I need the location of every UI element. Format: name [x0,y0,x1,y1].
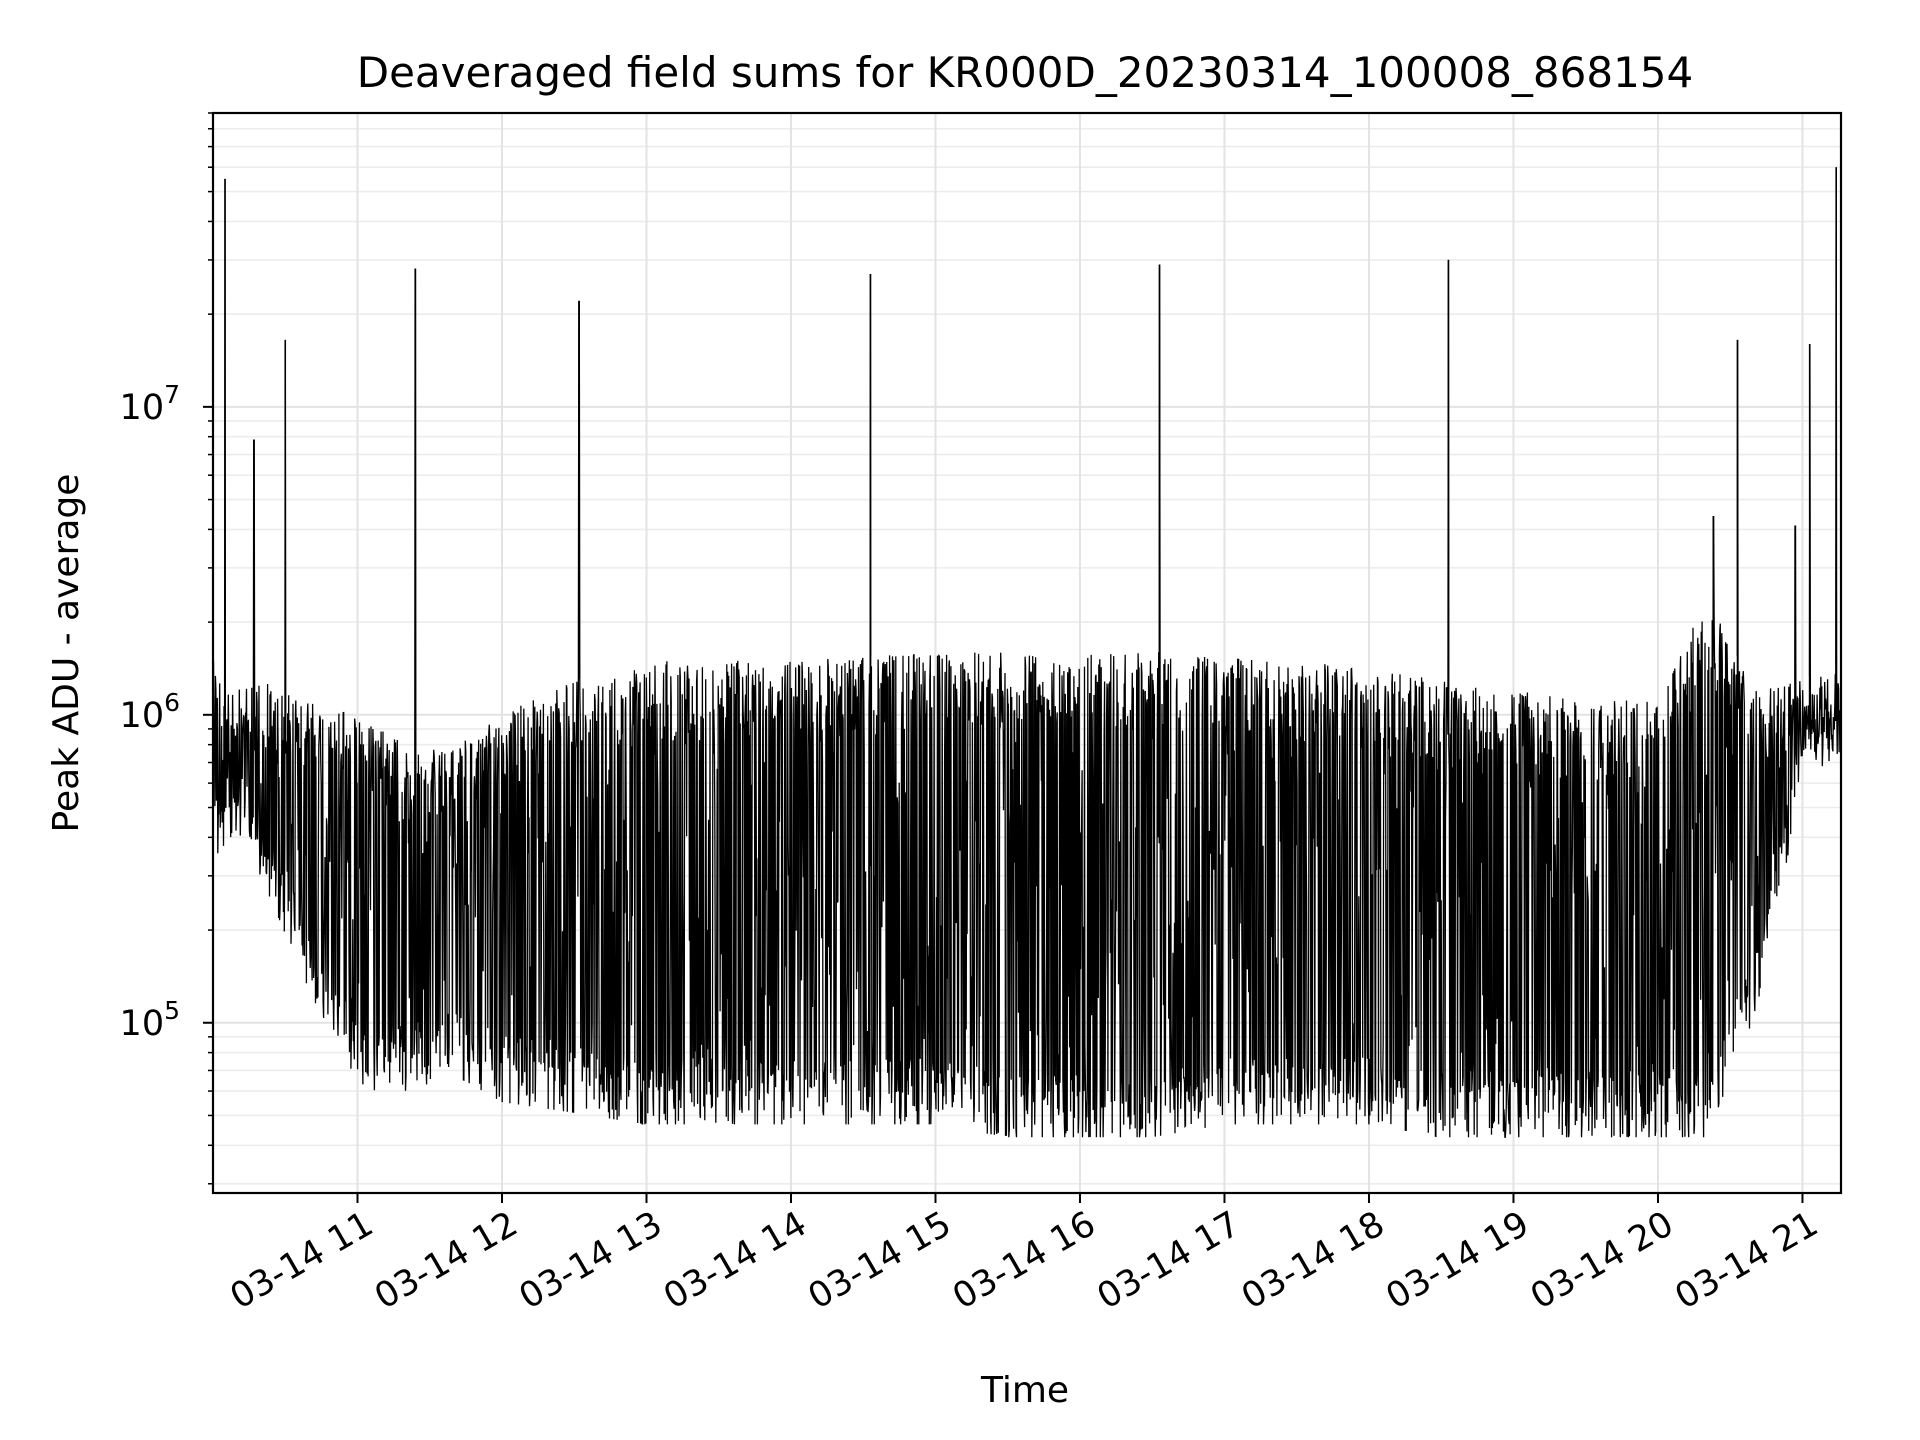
y-axis-label: Peak ADU - average [46,474,87,833]
chart-title: Deaveraged field sums for KR000D_2023031… [357,48,1694,97]
y-tick-label: 106 [120,688,180,736]
plot-frame [211,111,1843,1195]
y-tick-label: 107 [120,380,180,428]
data-line [212,167,1842,1138]
data-layer [212,167,1842,1138]
x-axis-label: Time [980,1370,1069,1411]
y-tick-label: 105 [120,996,180,1044]
